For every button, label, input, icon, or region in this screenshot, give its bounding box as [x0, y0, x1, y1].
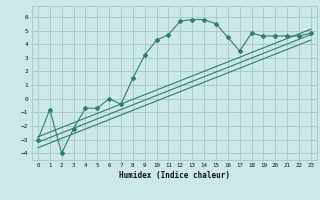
- X-axis label: Humidex (Indice chaleur): Humidex (Indice chaleur): [119, 171, 230, 180]
